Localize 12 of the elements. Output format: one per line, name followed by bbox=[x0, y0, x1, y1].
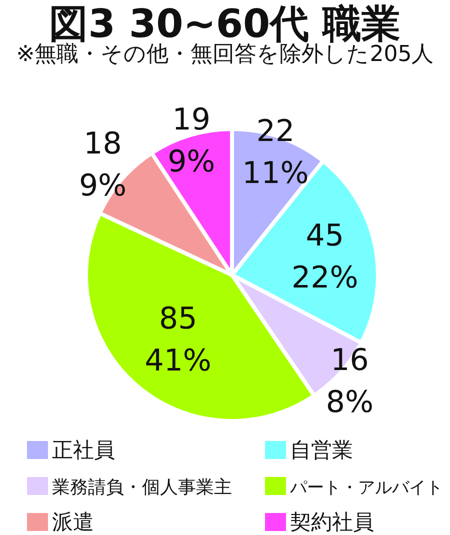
data-label: 85 41% bbox=[144, 301, 212, 378]
data-label: 45 22% bbox=[292, 218, 358, 296]
legend-label: 自営業 bbox=[290, 438, 353, 462]
data-label: 19 9% bbox=[168, 102, 216, 180]
legend-label: 業務請負・個人事業主 bbox=[52, 477, 232, 498]
legend-label: 派遣 bbox=[52, 510, 94, 534]
legend-label: 正社員 bbox=[52, 438, 115, 462]
data-label: 16 8% bbox=[326, 342, 374, 420]
data-label: 22 11% bbox=[242, 114, 309, 191]
legend-label: 契約社員 bbox=[290, 510, 374, 534]
legend-label: パート・アルバイト bbox=[289, 478, 443, 498]
data-label: 18 9% bbox=[78, 126, 127, 204]
